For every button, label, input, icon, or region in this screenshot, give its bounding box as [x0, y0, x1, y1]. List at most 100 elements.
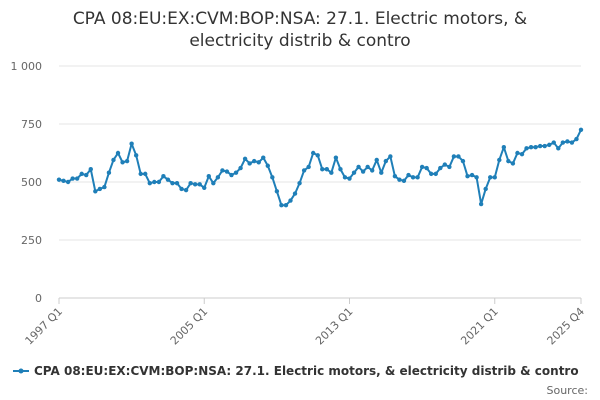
data-point[interactable]	[551, 140, 556, 145]
data-point[interactable]	[365, 164, 370, 170]
data-point[interactable]	[301, 168, 307, 173]
data-point[interactable]	[220, 168, 225, 173]
data-point[interactable]	[202, 185, 207, 190]
data-point[interactable]	[156, 179, 162, 185]
data-point[interactable]	[556, 146, 561, 151]
data-point[interactable]	[492, 175, 497, 180]
data-point[interactable]	[256, 160, 261, 165]
data-point[interactable]	[397, 177, 402, 182]
data-point[interactable]	[370, 168, 375, 173]
data-point[interactable]	[347, 176, 352, 181]
data-point[interactable]	[124, 158, 130, 164]
data-point[interactable]	[329, 170, 334, 175]
data-point[interactable]	[351, 170, 357, 175]
data-point[interactable]	[306, 164, 311, 170]
data-point[interactable]	[469, 172, 475, 178]
data-point[interactable]	[56, 177, 62, 182]
data-point[interactable]	[442, 162, 448, 167]
data-point[interactable]	[292, 191, 298, 196]
legend[interactable]: CPA 08:EU:EX:CVM:BOP:NSA: 27.1. Electric…	[13, 364, 579, 378]
data-point[interactable]	[147, 180, 152, 186]
data-point[interactable]	[174, 180, 180, 186]
data-point[interactable]	[320, 167, 325, 172]
data-point[interactable]	[478, 201, 484, 207]
data-point[interactable]	[524, 146, 529, 151]
data-point[interactable]	[429, 171, 434, 177]
data-point[interactable]	[560, 140, 566, 145]
data-point[interactable]	[451, 154, 457, 159]
data-point[interactable]	[315, 153, 320, 158]
data-point[interactable]	[447, 164, 452, 170]
data-point[interactable]	[206, 174, 211, 179]
data-point[interactable]	[438, 165, 443, 171]
data-point[interactable]	[537, 143, 543, 149]
data-point[interactable]	[270, 175, 275, 180]
data-point[interactable]	[401, 178, 407, 184]
data-point[interactable]	[510, 161, 516, 166]
data-point[interactable]	[356, 164, 361, 170]
data-point[interactable]	[547, 142, 552, 148]
data-point[interactable]	[106, 170, 112, 175]
data-point[interactable]	[84, 172, 89, 178]
data-point[interactable]	[229, 172, 234, 178]
data-point[interactable]	[483, 186, 488, 192]
data-point[interactable]	[170, 180, 175, 186]
data-point[interactable]	[70, 176, 75, 181]
data-point[interactable]	[283, 203, 289, 208]
data-point[interactable]	[251, 158, 257, 164]
data-point[interactable]	[383, 158, 389, 164]
data-point[interactable]	[211, 180, 216, 186]
data-point[interactable]	[565, 139, 570, 144]
data-point[interactable]	[433, 171, 438, 177]
data-point[interactable]	[410, 175, 416, 180]
data-point[interactable]	[224, 169, 230, 174]
data-point[interactable]	[533, 145, 538, 150]
data-point[interactable]	[310, 150, 316, 156]
data-point[interactable]	[97, 186, 103, 192]
data-point[interactable]	[102, 184, 107, 190]
data-point[interactable]	[288, 198, 293, 203]
data-point[interactable]	[456, 154, 461, 159]
data-point[interactable]	[274, 189, 280, 194]
data-point[interactable]	[242, 156, 248, 161]
data-point[interactable]	[578, 127, 584, 132]
data-point[interactable]	[542, 143, 547, 149]
data-point[interactable]	[133, 153, 139, 158]
data-point[interactable]	[574, 136, 579, 142]
data-point[interactable]	[379, 170, 384, 175]
data-point[interactable]	[247, 161, 252, 166]
data-point[interactable]	[297, 180, 302, 186]
data-point[interactable]	[88, 167, 93, 172]
data-point[interactable]	[388, 154, 393, 159]
data-point[interactable]	[183, 187, 189, 193]
data-point[interactable]	[474, 175, 479, 180]
data-point[interactable]	[506, 158, 511, 164]
data-point[interactable]	[143, 171, 148, 177]
data-point[interactable]	[152, 179, 157, 185]
data-point[interactable]	[165, 177, 171, 182]
data-point[interactable]	[61, 178, 66, 184]
data-point[interactable]	[179, 186, 184, 192]
data-point[interactable]	[515, 150, 520, 156]
data-point[interactable]	[192, 182, 198, 187]
data-point[interactable]	[79, 171, 84, 177]
data-point[interactable]	[360, 169, 366, 174]
data-point[interactable]	[519, 151, 525, 157]
data-point[interactable]	[569, 140, 575, 145]
data-point[interactable]	[111, 157, 116, 163]
data-point[interactable]	[460, 158, 466, 164]
data-point[interactable]	[465, 174, 470, 179]
data-point[interactable]	[501, 145, 507, 150]
data-point[interactable]	[115, 150, 121, 156]
data-point[interactable]	[138, 171, 143, 177]
data-point[interactable]	[392, 174, 398, 179]
data-point[interactable]	[406, 172, 411, 178]
data-point[interactable]	[338, 167, 343, 172]
data-point[interactable]	[261, 155, 266, 160]
data-point[interactable]	[497, 157, 502, 163]
data-point[interactable]	[188, 180, 193, 186]
data-point[interactable]	[424, 165, 429, 171]
data-point[interactable]	[374, 157, 379, 163]
data-point[interactable]	[65, 179, 71, 185]
data-point[interactable]	[129, 141, 134, 146]
